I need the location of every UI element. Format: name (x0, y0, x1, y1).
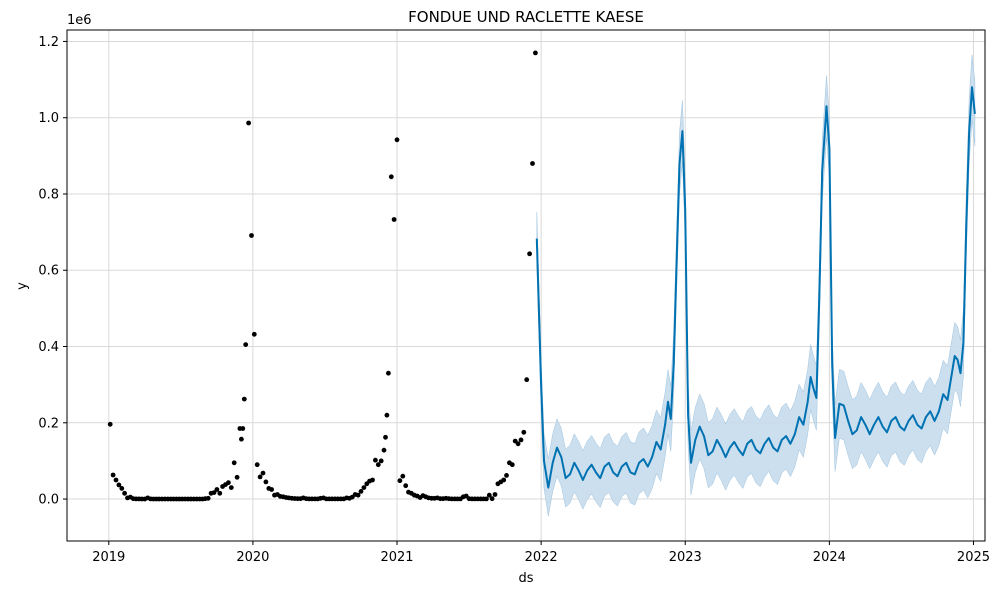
forecast-line (535, 86, 976, 489)
observed-point (249, 233, 254, 238)
observed-point (530, 161, 535, 166)
y-tick-label: 1.0 (38, 111, 59, 126)
observed-point (239, 436, 244, 442)
observed-point (403, 483, 409, 489)
observed-point (228, 485, 234, 490)
observed-point (260, 470, 266, 476)
observed-point (388, 174, 394, 180)
observed-point (370, 477, 375, 483)
x-tick-label: 2025 (957, 550, 990, 565)
observed-point (243, 342, 249, 347)
y-tick-label: 0.2 (38, 416, 59, 431)
y-tick-label: 1.2 (38, 35, 59, 50)
forecast-lines (535, 86, 976, 489)
x-tick-label: 2022 (525, 550, 558, 565)
observed-point (231, 460, 237, 466)
observed-point (122, 490, 127, 496)
observed-point (240, 426, 246, 431)
observed-point (533, 50, 538, 56)
observed-point (504, 473, 509, 478)
y-tick-label: 0.4 (38, 340, 59, 355)
observed-point (484, 496, 489, 502)
x-tick-label: 2023 (669, 550, 702, 565)
observed-point (524, 377, 530, 383)
observed-point (241, 396, 247, 402)
observed-point (226, 480, 231, 486)
observed-point (384, 412, 390, 418)
plot-frame (66, 29, 986, 542)
observed-point (257, 474, 263, 480)
y-axis-label: y (15, 282, 30, 290)
observed-point (489, 496, 495, 502)
observed-point (269, 487, 274, 492)
y-tick-label: 0.8 (38, 187, 59, 202)
uncertainty-band (536, 54, 976, 517)
observed-point (246, 120, 252, 126)
observed-point (205, 495, 211, 501)
x-tick-label: 2019 (92, 550, 125, 565)
observed-point (107, 421, 113, 427)
x-axis: 2019 2020 2021 2022 2023 2024 2025 (92, 541, 990, 565)
observed-point (234, 474, 240, 480)
observed-points (107, 50, 538, 502)
x-tick-label: 2024 (813, 550, 846, 565)
observed-point (375, 462, 381, 468)
observed-point (501, 477, 507, 483)
x-tick-label: 2021 (380, 550, 413, 565)
y-tick-label: 0.0 (38, 493, 59, 508)
y-axis: 0.0 0.2 0.4 0.6 0.8 1.0 1.2 (38, 35, 67, 508)
y-axis-offset-label: 1e6 (67, 13, 92, 28)
observed-point (521, 429, 527, 435)
observed-point (113, 477, 119, 483)
observed-point (361, 485, 367, 490)
observed-point (214, 487, 220, 492)
observed-point (492, 492, 498, 497)
observed-point (254, 462, 260, 468)
uncertainty-interval (536, 54, 976, 517)
observed-point (355, 492, 361, 498)
y-tick-label: 0.6 (38, 264, 59, 279)
observed-point (110, 472, 116, 478)
observed-point (527, 251, 532, 257)
observed-point (381, 447, 387, 453)
observed-point (400, 473, 406, 479)
observed-point (391, 217, 397, 222)
observed-point (373, 457, 378, 463)
observed-point (518, 437, 524, 443)
chart-title: FONDUE UND RACLETTE KAESE (408, 8, 644, 26)
observed-point (486, 492, 492, 498)
observed-point (119, 486, 125, 491)
observed-point (251, 331, 257, 337)
observed-point (383, 434, 388, 440)
observed-point (515, 441, 521, 447)
observed-point (386, 370, 391, 376)
observed-point (358, 489, 364, 494)
observed-point (211, 490, 217, 495)
x-axis-label: ds (518, 571, 533, 586)
observed-point (217, 490, 223, 496)
observed-point (378, 458, 384, 464)
observed-point (509, 462, 515, 468)
observed-point (263, 479, 269, 485)
observed-point (394, 137, 400, 143)
observed-point (116, 482, 122, 488)
x-tick-label: 2020 (236, 550, 269, 565)
observed-point (397, 478, 403, 484)
